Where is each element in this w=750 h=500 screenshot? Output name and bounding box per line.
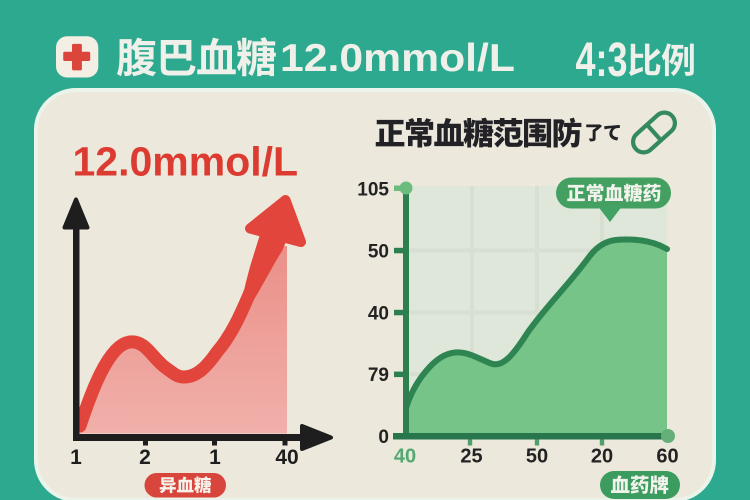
svg-text:2: 2 [139, 446, 151, 469]
svg-text:40: 40 [394, 446, 416, 468]
svg-text:25: 25 [460, 446, 482, 468]
svg-text:105: 105 [357, 180, 389, 201]
svg-text:12.0mmol/L: 12.0mmol/L [73, 138, 299, 184]
svg-text:50: 50 [368, 242, 389, 263]
svg-text:40: 40 [368, 304, 389, 325]
svg-text:4:3: 4:3 [576, 33, 628, 87]
svg-text:20: 20 [591, 446, 613, 468]
svg-text:79: 79 [368, 365, 389, 386]
svg-text:1: 1 [70, 446, 82, 469]
svg-text:1: 1 [209, 446, 221, 469]
svg-text:0: 0 [378, 427, 389, 448]
svg-text:12.0mmol/L: 12.0mmol/L [280, 37, 515, 80]
svg-text:60: 60 [656, 446, 678, 468]
svg-text:50: 50 [526, 446, 548, 468]
svg-text:40: 40 [275, 446, 298, 469]
